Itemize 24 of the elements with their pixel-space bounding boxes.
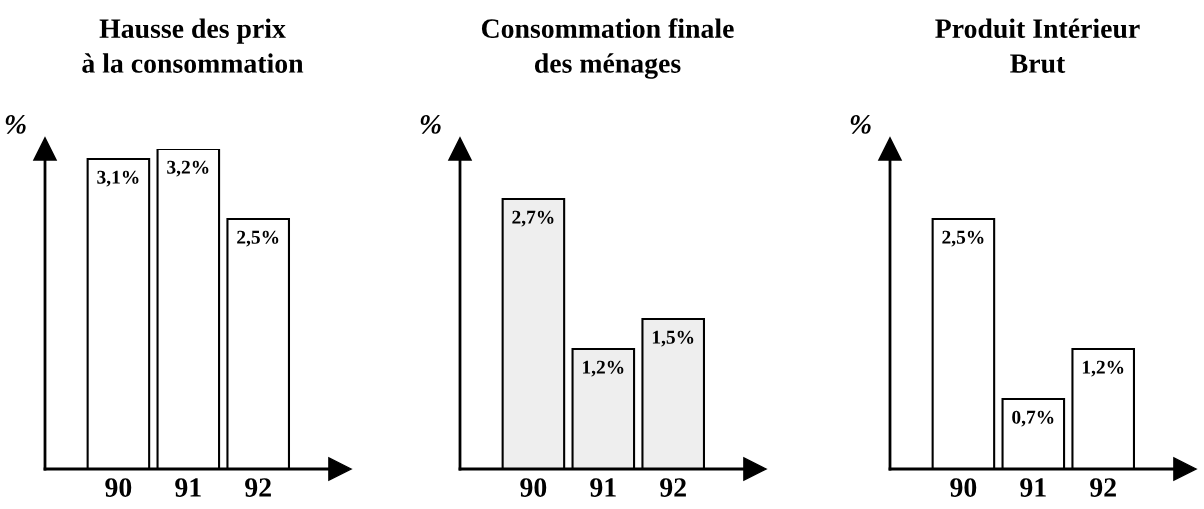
chart-title: Hausse des prix à la consommation bbox=[82, 18, 304, 73]
data-label: 3,2% bbox=[167, 160, 209, 177]
data-label: 2,5% bbox=[942, 230, 984, 247]
x-tick-label: 90 bbox=[950, 478, 977, 497]
data-label: 1,5% bbox=[652, 330, 694, 347]
x-tick-label: 91 bbox=[590, 478, 616, 497]
x-tick-label: 92 bbox=[245, 478, 271, 497]
data-label: 3,1% bbox=[97, 170, 139, 187]
chart-title: Produit Intérieur Brut bbox=[935, 18, 1140, 73]
y-axis-title: % bbox=[850, 115, 871, 134]
chart-title: Consommation finale des ménages bbox=[481, 18, 734, 79]
x-tick-label: 91 bbox=[175, 478, 201, 497]
data-label: 1,2% bbox=[1082, 360, 1124, 377]
y-axis-title: % bbox=[5, 115, 26, 134]
data-label: 2,7% bbox=[512, 210, 554, 227]
x-tick-label: 91 bbox=[1020, 478, 1046, 497]
x-tick-label: 90 bbox=[520, 478, 547, 497]
x-tick-label: 92 bbox=[1090, 478, 1116, 497]
data-label: 0,7% bbox=[1012, 410, 1054, 427]
data-label: 2,5% bbox=[237, 230, 279, 247]
y-axis-title: % bbox=[420, 115, 441, 134]
data-label: 1,2% bbox=[582, 360, 624, 377]
x-tick-label: 90 bbox=[105, 478, 132, 497]
x-tick-label: 92 bbox=[660, 478, 686, 497]
